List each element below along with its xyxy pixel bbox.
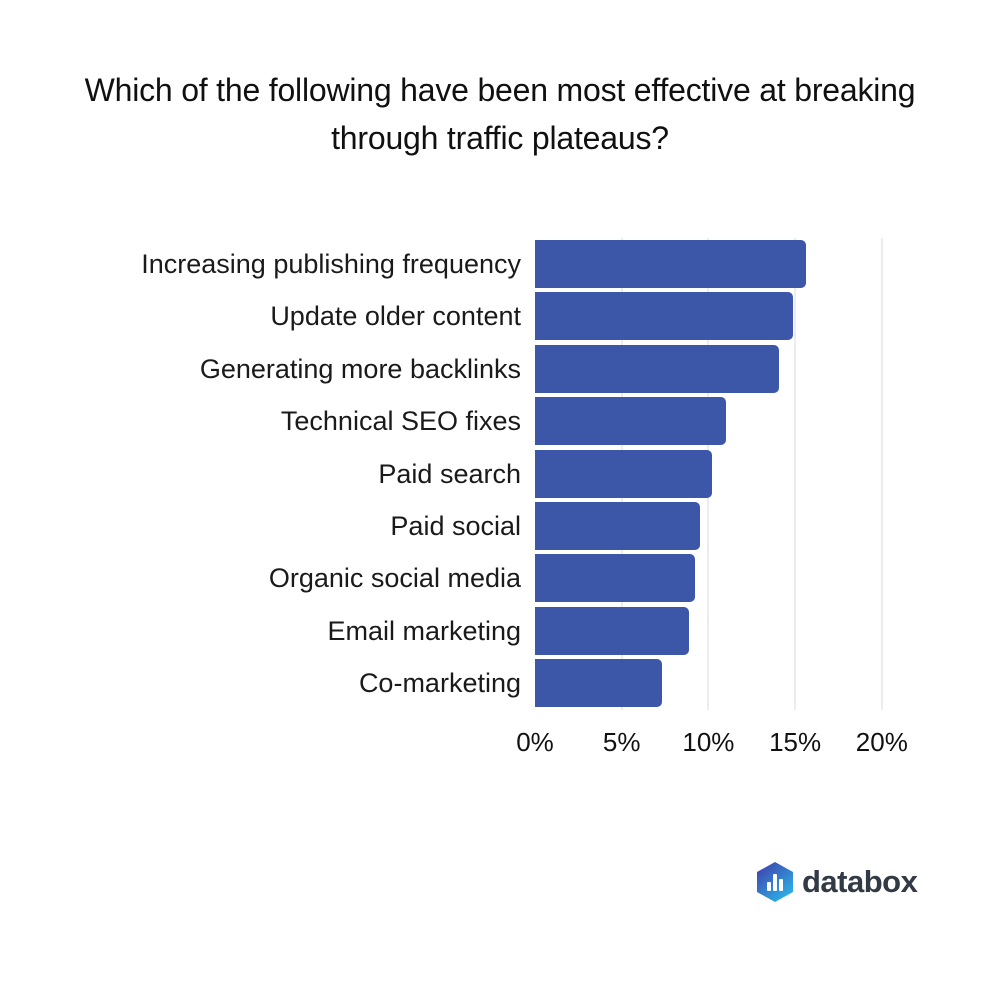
x-axis-tick-label: 5%	[602, 727, 641, 757]
category-label: Technical SEO fixes	[280, 406, 521, 437]
bar	[535, 659, 662, 708]
category-label: Email marketing	[327, 615, 521, 646]
chart-title: Which of the following have been most ef…	[0, 66, 1000, 162]
x-axis-tick-label: 0%	[516, 727, 554, 757]
bar	[535, 606, 690, 655]
category-label: Paid social	[390, 511, 521, 541]
category-label: Generating more backlinks	[199, 353, 521, 384]
bar	[535, 344, 780, 393]
databox-logo: databox	[757, 862, 918, 902]
category-label: Increasing publishing frequency	[141, 249, 521, 279]
bar	[535, 292, 794, 341]
bar	[535, 240, 806, 288]
category-label: Organic social media	[268, 563, 521, 594]
gridline-20	[880, 238, 883, 710]
databox-wordmark: databox	[802, 864, 918, 899]
x-axis-tick-label: 15%	[769, 727, 822, 757]
bar	[535, 554, 695, 603]
x-axis-tick-label: 20%	[855, 727, 908, 757]
category-label: Co-marketing	[358, 668, 521, 699]
bar	[535, 397, 726, 446]
category-label: Update older content	[270, 301, 521, 332]
chart-title-line1: Which of the following have been most ef…	[84, 72, 916, 108]
bar	[535, 449, 712, 498]
bar	[535, 502, 700, 550]
gridline-15	[794, 238, 797, 710]
mini-bars-glyph	[767, 874, 783, 891]
category-label: Paid search	[378, 458, 521, 489]
databox-hexagon-bars-icon	[757, 862, 793, 902]
x-axis-tick-label: 10%	[682, 727, 735, 757]
chart-title-line2: through traffic plateaus?	[331, 120, 669, 156]
